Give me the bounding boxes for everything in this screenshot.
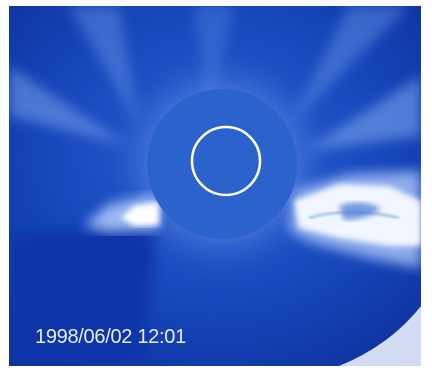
occulter-disk xyxy=(147,89,297,239)
coronagraph-image: 1998/06/02 12:01 xyxy=(9,6,421,366)
vignette-corner xyxy=(339,306,421,366)
right-cme-streamer xyxy=(289,171,421,268)
dark-region xyxy=(9,221,159,366)
timestamp-label: 1998/06/02 12:01 xyxy=(35,326,186,348)
left-bright-streamer xyxy=(84,194,159,232)
coronagraph-scene xyxy=(9,6,421,366)
solar-limb-circle xyxy=(190,125,262,197)
